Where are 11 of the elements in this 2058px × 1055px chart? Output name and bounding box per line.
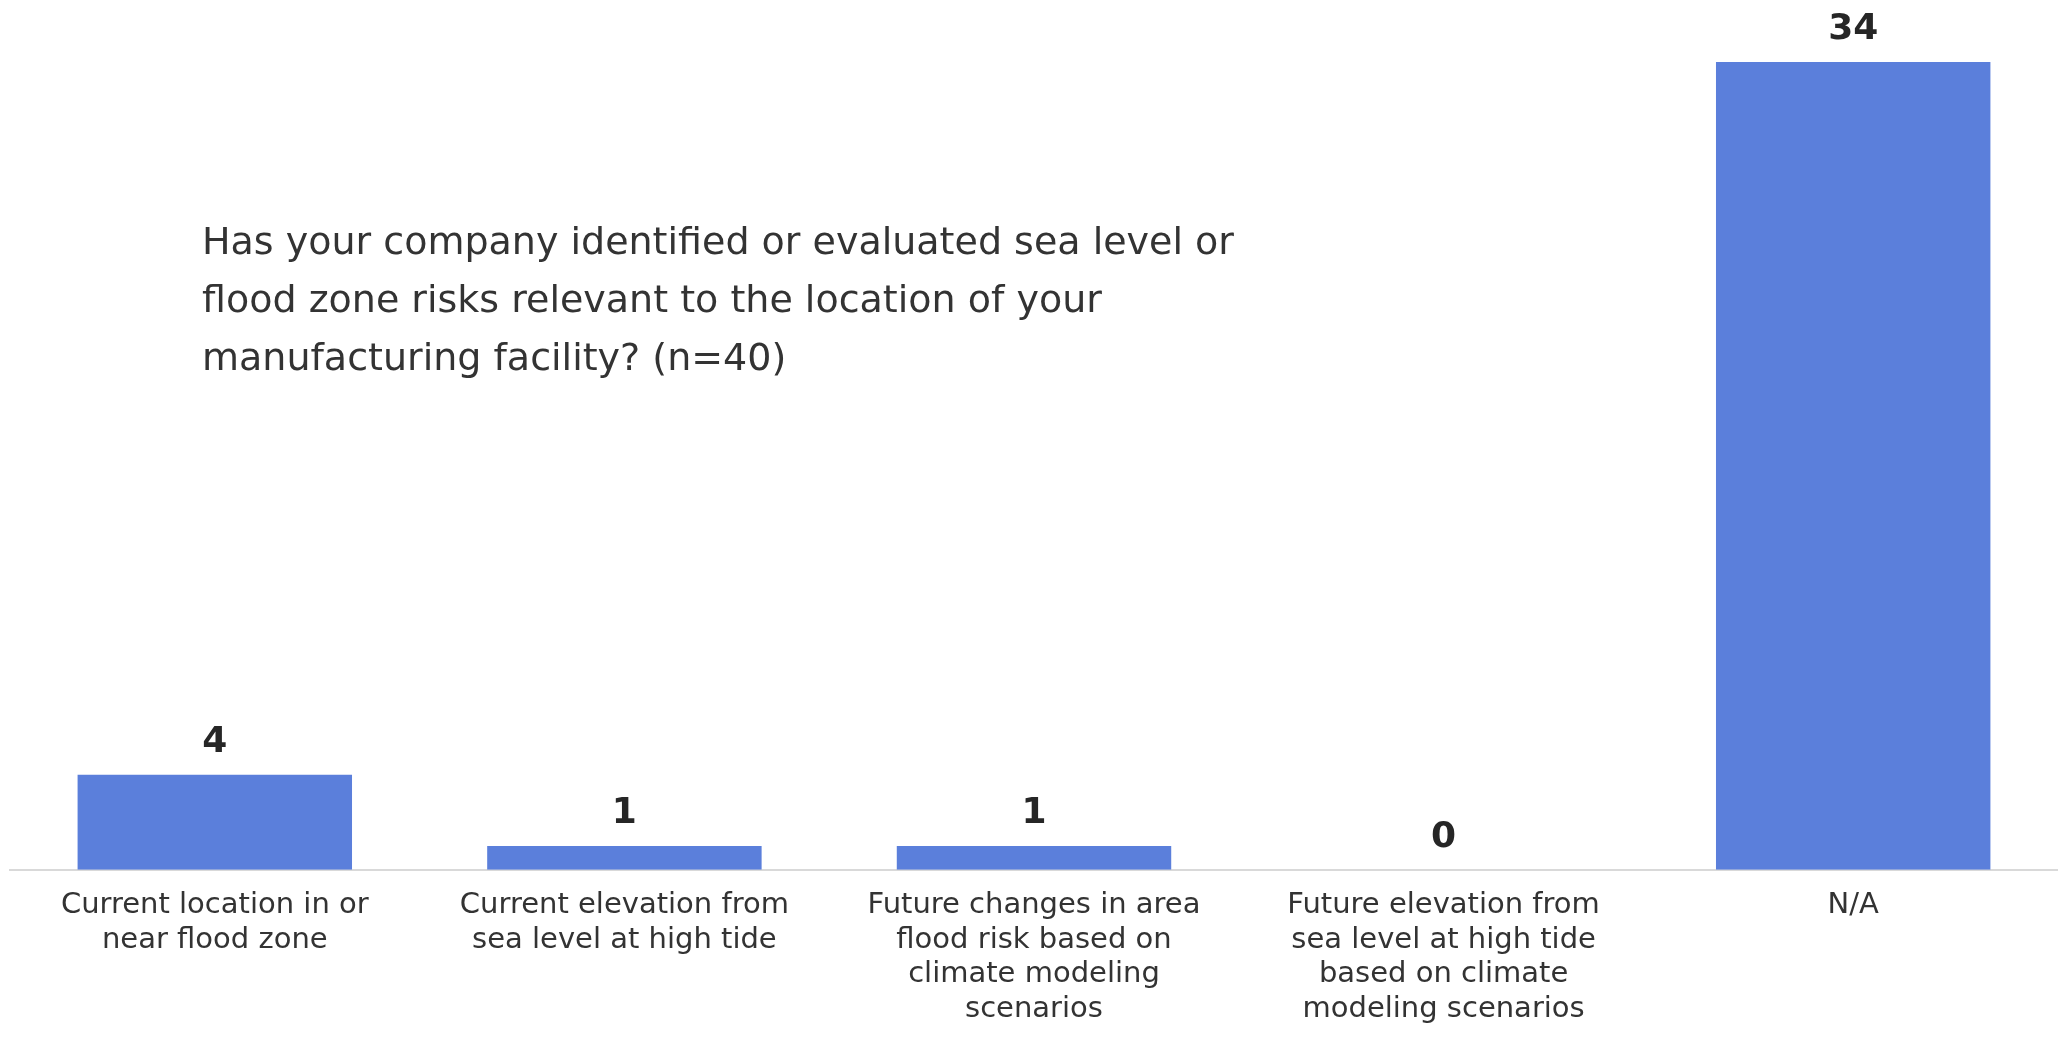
data-label: 1 bbox=[611, 790, 637, 832]
x-tick-label: Future elevation from sea level at high tide based on climate modeling scenarios bbox=[1287, 885, 1600, 1025]
data-label: 34 bbox=[1828, 6, 1879, 48]
data-label: 0 bbox=[1431, 814, 1457, 856]
text: Has your company identified or evaluated sea level or flood zone risks relevant to the location of your manufacturing facility? (n=40) bbox=[202, 218, 1235, 381]
data-label: 1 bbox=[1021, 790, 1047, 832]
x-tick-label: Current elevation from sea level at high tide bbox=[459, 885, 789, 955]
x-tick-label: N/A bbox=[1827, 885, 1880, 920]
data-label: 4 bbox=[202, 719, 228, 761]
x-tick-label: Future changes in area flood risk based on climate modeling scenarios bbox=[867, 885, 1201, 1025]
x-tick-label: Current location in or near flood zone bbox=[60, 885, 369, 955]
